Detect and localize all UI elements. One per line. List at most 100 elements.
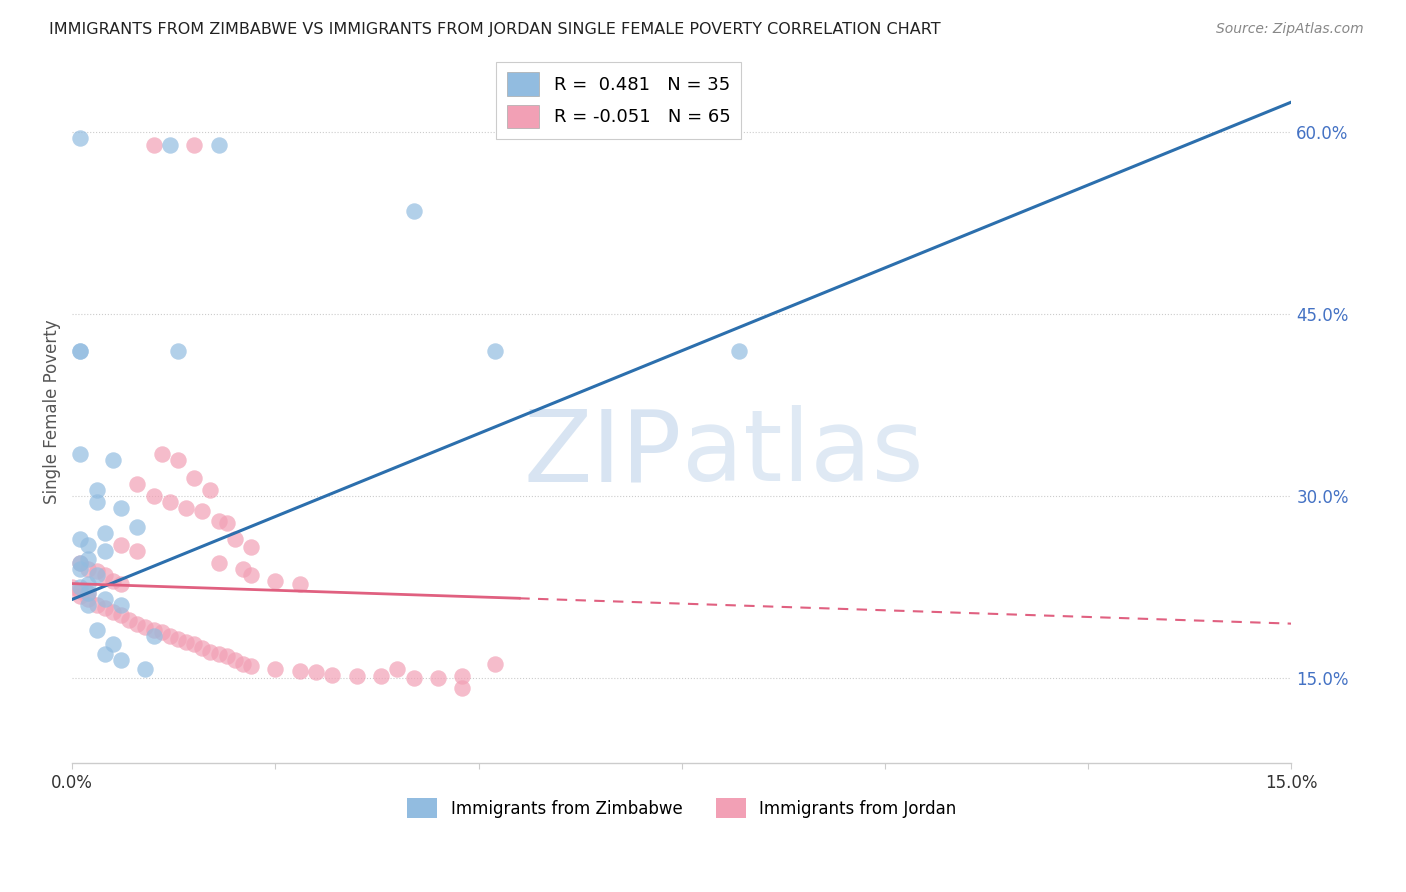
- Point: [69, 131, 91, 145]
- Point: [69, 580, 91, 594]
- Point: [69, 343, 91, 358]
- Point: [134, 620, 156, 634]
- Point: [240, 568, 263, 582]
- Point: [346, 669, 368, 683]
- Point: [191, 504, 214, 518]
- Point: [150, 625, 173, 640]
- Point: [69, 556, 91, 570]
- Point: [86, 483, 108, 498]
- Point: [77, 538, 100, 552]
- Point: [127, 544, 149, 558]
- Point: [127, 616, 149, 631]
- Point: [484, 657, 506, 671]
- Point: [142, 623, 165, 637]
- Point: [69, 562, 91, 576]
- Point: [110, 576, 132, 591]
- Point: [86, 568, 108, 582]
- Point: [77, 576, 100, 591]
- Point: [86, 565, 108, 579]
- Point: [232, 562, 254, 576]
- Point: [224, 532, 246, 546]
- Point: [207, 514, 229, 528]
- Point: [427, 671, 450, 685]
- Point: [86, 495, 108, 509]
- Point: [207, 647, 229, 661]
- Point: [159, 629, 181, 643]
- Point: [200, 644, 222, 658]
- Point: [118, 613, 141, 627]
- Point: [69, 343, 91, 358]
- Point: [93, 544, 115, 558]
- Point: [451, 681, 474, 695]
- Point: [93, 525, 115, 540]
- Point: [159, 495, 181, 509]
- Point: [101, 637, 124, 651]
- Point: [110, 538, 132, 552]
- Point: [77, 586, 100, 600]
- Text: IMMIGRANTS FROM ZIMBABWE VS IMMIGRANTS FROM JORDAN SINGLE FEMALE POVERTY CORRELA: IMMIGRANTS FROM ZIMBABWE VS IMMIGRANTS F…: [49, 22, 941, 37]
- Legend: Immigrants from Zimbabwe, Immigrants from Jordan: Immigrants from Zimbabwe, Immigrants fro…: [401, 791, 963, 825]
- Point: [101, 605, 124, 619]
- Point: [150, 447, 173, 461]
- Point: [69, 556, 91, 570]
- Point: [167, 343, 190, 358]
- Point: [110, 653, 132, 667]
- Point: [288, 576, 311, 591]
- Point: [69, 532, 91, 546]
- Point: [215, 649, 238, 664]
- Point: [77, 586, 100, 600]
- Text: ZIP: ZIP: [523, 405, 682, 502]
- Point: [159, 137, 181, 152]
- Point: [167, 453, 190, 467]
- Point: [207, 556, 229, 570]
- Point: [207, 137, 229, 152]
- Point: [387, 661, 409, 675]
- Point: [142, 629, 165, 643]
- Point: [240, 540, 263, 554]
- Point: [101, 453, 124, 467]
- Point: [60, 580, 83, 594]
- Y-axis label: Single Female Poverty: Single Female Poverty: [44, 319, 60, 504]
- Point: [370, 669, 392, 683]
- Point: [288, 664, 311, 678]
- Point: [77, 562, 100, 576]
- Point: [93, 592, 115, 607]
- Point: [224, 653, 246, 667]
- Point: [86, 599, 108, 613]
- Point: [305, 665, 328, 680]
- Point: [174, 501, 197, 516]
- Point: [232, 657, 254, 671]
- Point: [110, 501, 132, 516]
- Point: [69, 589, 91, 603]
- Point: [183, 471, 205, 485]
- Point: [127, 519, 149, 533]
- Text: atlas: atlas: [682, 405, 924, 502]
- Point: [110, 599, 132, 613]
- Point: [69, 583, 91, 598]
- Point: [200, 483, 222, 498]
- Point: [183, 637, 205, 651]
- Point: [77, 592, 100, 607]
- Point: [484, 343, 506, 358]
- Point: [264, 661, 287, 675]
- Point: [134, 661, 156, 675]
- Point: [93, 600, 115, 615]
- Point: [127, 477, 149, 491]
- Point: [321, 667, 343, 681]
- Point: [110, 608, 132, 623]
- Point: [93, 568, 115, 582]
- Point: [93, 647, 115, 661]
- Point: [727, 343, 749, 358]
- Point: [183, 137, 205, 152]
- Point: [240, 659, 263, 673]
- Point: [77, 599, 100, 613]
- Point: [264, 574, 287, 589]
- Point: [101, 574, 124, 589]
- Point: [451, 669, 474, 683]
- Point: [86, 623, 108, 637]
- Point: [402, 671, 425, 685]
- Point: [174, 635, 197, 649]
- Point: [191, 640, 214, 655]
- Point: [167, 632, 190, 647]
- Point: [215, 516, 238, 530]
